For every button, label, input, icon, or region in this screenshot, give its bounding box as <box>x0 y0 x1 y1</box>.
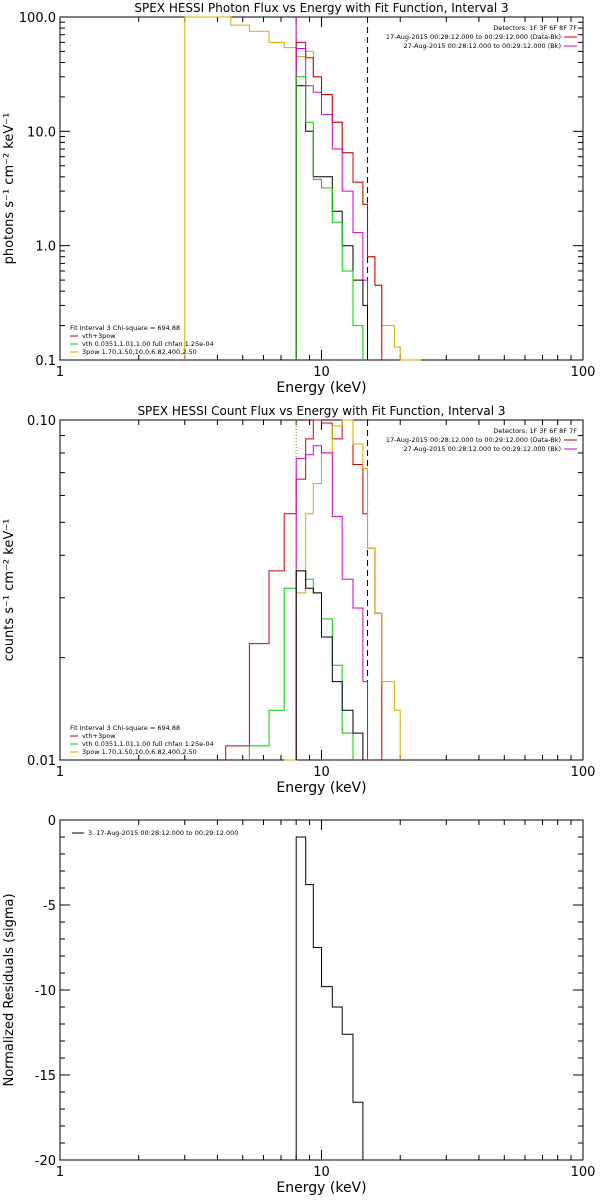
x-tick-label: 1 <box>56 1165 64 1180</box>
series-3pow <box>284 419 401 761</box>
x-tick-label: 1 <box>56 765 64 780</box>
y-tick-label: -20 <box>35 1154 56 1169</box>
plot-frame <box>59 819 584 1161</box>
x-tick-label: 100 <box>571 765 596 780</box>
series-vth <box>248 570 354 760</box>
legend-entry: vth 0.0351,1.01,1.00 full chfan 1.25e-04 <box>82 740 214 748</box>
x-axis-label: Energy (keV) <box>276 380 366 396</box>
y-tick-label: 0 <box>48 814 56 829</box>
series-vth-3pow <box>295 41 383 360</box>
x-tick-label: 10 <box>313 765 330 780</box>
legend-title: Fit Interval 3 Chi-square = 694.88 <box>70 324 180 332</box>
y-tick-label: 100.0 <box>19 11 56 26</box>
series-vth-3pow <box>225 419 383 760</box>
legend-entry: vth+3pow <box>82 732 116 740</box>
x-axis-label: Energy (keV) <box>276 780 366 796</box>
chart-panel-3: 1 10 100 Energy (keV) 0 -5 -10 -15 -20 Normalized… <box>2 814 595 1196</box>
legend-entry: vth+3pow <box>82 332 116 340</box>
plot-frame <box>59 16 584 361</box>
legend-entry: 3pow 1.70,1.50,10.0,6.82,400,2.50 <box>82 748 197 756</box>
x-tick-label: 100 <box>571 1165 596 1180</box>
y-tick-label: 0.01 <box>27 754 56 769</box>
legend-title: Fit Interval 3 Chi-square = 694.88 <box>70 724 180 732</box>
legend-entry: 27-Aug-2015 00:28:12.000 to 00:29:12.000… <box>404 445 561 453</box>
legend-entry: 17-Aug-2015 00:28:12.000 to 00:29:12.000… <box>386 33 561 41</box>
series-3pow <box>184 16 421 361</box>
y-tick-label: -5 <box>43 899 56 914</box>
legend-entry: 3pow 1.70,1.50,10.0,6.82,400,2.50 <box>82 348 197 356</box>
y-axis-label: Normalized Residuals (sigma) <box>2 893 17 1086</box>
x-tick-label: 1 <box>56 365 64 380</box>
y-tick-label: 0.10 <box>27 414 56 429</box>
legend-entry: 17-Aug-2015 00:28:12.000 to 00:29:12.000… <box>386 436 561 444</box>
x-axis-label: Energy (keV) <box>276 1180 366 1196</box>
y-tick-label: -10 <box>35 984 56 999</box>
y-tick-label: -15 <box>35 1069 56 1084</box>
y-tick-label: 1.0 <box>35 240 56 255</box>
y-tick-label: 10.0 <box>27 125 56 140</box>
chart-panel-1: SPEX HESSI Photon Flux vs Energy with Fi… <box>2 1 595 396</box>
chart-title: SPEX HESSI Count Flux vs Energy with Fit… <box>137 404 505 418</box>
legend-entry: vth 0.0351,1.01,1.00 full chfan 1.25e-04 <box>82 340 214 348</box>
series-background <box>295 445 368 760</box>
y-axis-label: counts s⁻¹ cm⁻² keV⁻¹ <box>2 519 17 662</box>
legend-entry: Detectors: 1F 3F 6F 8F 7F <box>493 24 577 32</box>
legend-entry: Detectors: 1F 3F 6F 8F 7F <box>493 427 577 435</box>
chart-title: SPEX HESSI Photon Flux vs Energy with Fi… <box>134 1 508 15</box>
series-vth <box>295 76 364 360</box>
series-residuals <box>295 836 368 1161</box>
y-tick-label: 0.1 <box>35 354 56 369</box>
x-tick-label: 100 <box>571 365 596 380</box>
chart-panel-2: SPEX HESSI Count Flux vs Energy with Fit… <box>2 404 595 796</box>
series-data <box>295 570 364 760</box>
y-axis-label: photons s⁻¹ cm⁻² keV⁻¹ <box>2 113 17 265</box>
x-tick-label: 10 <box>313 365 330 380</box>
legend-entry: 3. 17-Aug-2015 00:28:12.000 to 00:29:12.… <box>88 829 238 837</box>
x-tick-label: 10 <box>313 1165 330 1180</box>
legend-entry: 27-Aug-2015 00:28:12.000 to 00:29:12.000… <box>404 42 561 50</box>
